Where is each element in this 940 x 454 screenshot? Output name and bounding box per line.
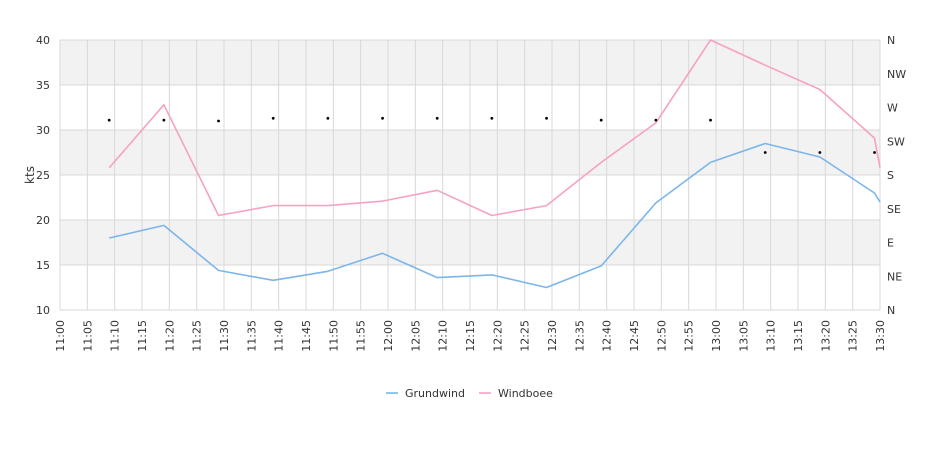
direction-marker [435,116,439,120]
direction-tick-label: W [887,102,898,115]
y-axis-ticks: 10 15 20 25 30 35 40 [36,34,50,317]
x-tick-label: 11:55 [355,320,368,352]
x-tick-label: 11:05 [81,320,94,352]
x-tick-label: 12:25 [519,320,532,352]
y-axis-title: kts [23,166,37,184]
direction-marker [709,118,712,122]
x-tick-label: 11:50 [327,320,340,352]
x-tick-label: 11:00 [54,320,67,352]
x-tick-label: 12:00 [382,320,395,352]
x-tick-label: 13:30 [874,320,887,352]
direction-marker [545,116,548,120]
direction-tick-label: SW [887,135,905,148]
direction-tick-label: E [887,237,894,250]
legend-label: Windboee [498,387,553,400]
direction-tick-label: N [887,304,895,317]
direction-tick-label: N [887,34,895,47]
direction-tick-label: S [887,169,894,182]
direction-marker [381,116,384,120]
direction-tick-label: NW [887,68,906,81]
x-tick-label: 12:55 [683,320,696,352]
direction-marker [490,116,494,120]
x-tick-label: 12:15 [464,320,477,352]
x-tick-label: 11:10 [109,320,122,352]
y-tick-label: 10 [36,304,50,317]
x-tick-label: 12:30 [546,320,559,352]
x-axis-ticks: 11:00 11:05 11:10 11:15 11:20 11:25 11:30 11:35… [54,320,887,352]
direction-markers [107,116,876,154]
direction-marker [217,119,220,123]
x-tick-label: 12:05 [409,320,422,352]
x-tick-label: 12:50 [655,320,668,352]
x-tick-label: 13:15 [792,320,805,352]
direction-marker [162,118,166,122]
direction-marker [271,116,275,120]
x-tick-label: 11:40 [273,320,286,352]
x-tick-label: 12:35 [573,320,586,352]
x-tick-label: 11:30 [218,320,231,352]
series-lines [108,39,881,289]
x-tick-label: 12:10 [437,320,450,352]
x-tick-label: 12:20 [491,320,504,352]
y-tick-label: 25 [36,169,50,182]
x-tick-label: 12:40 [601,320,614,352]
direction-axis-ticks: N NE E SE S SW W NW N [887,34,906,317]
direction-marker [599,118,603,122]
grid-lines [59,39,881,311]
series-line [109,142,881,289]
direction-tick-label: SE [887,203,901,216]
x-tick-label: 11:35 [245,320,258,352]
y-tick-label: 35 [36,79,50,92]
x-tick-label: 12:45 [628,320,641,352]
y-tick-label: 30 [36,124,50,137]
direction-marker [107,118,111,122]
y-tick-label: 40 [36,34,50,47]
x-tick-label: 11:25 [191,320,204,352]
direction-tick-label: NE [887,270,902,283]
x-tick-label: 11:15 [136,320,149,352]
y-tick-label: 15 [36,259,50,272]
legend-label: Grundwind [405,387,465,400]
x-tick-label: 13:05 [737,320,750,352]
direction-marker [818,151,822,154]
x-tick-label: 13:00 [710,320,723,352]
direction-marker [763,151,767,154]
x-tick-label: 13:10 [765,320,778,352]
series-line [108,39,881,217]
x-tick-label: 11:45 [300,320,313,352]
y-tick-label: 20 [36,214,50,227]
x-tick-label: 13:20 [819,320,832,352]
direction-marker [654,118,658,122]
legend: Grundwind Windboee [386,387,553,400]
direction-marker [873,151,876,154]
x-tick-label: 11:20 [163,320,176,352]
direction-marker [326,116,330,120]
x-tick-label: 13:25 [847,320,860,352]
